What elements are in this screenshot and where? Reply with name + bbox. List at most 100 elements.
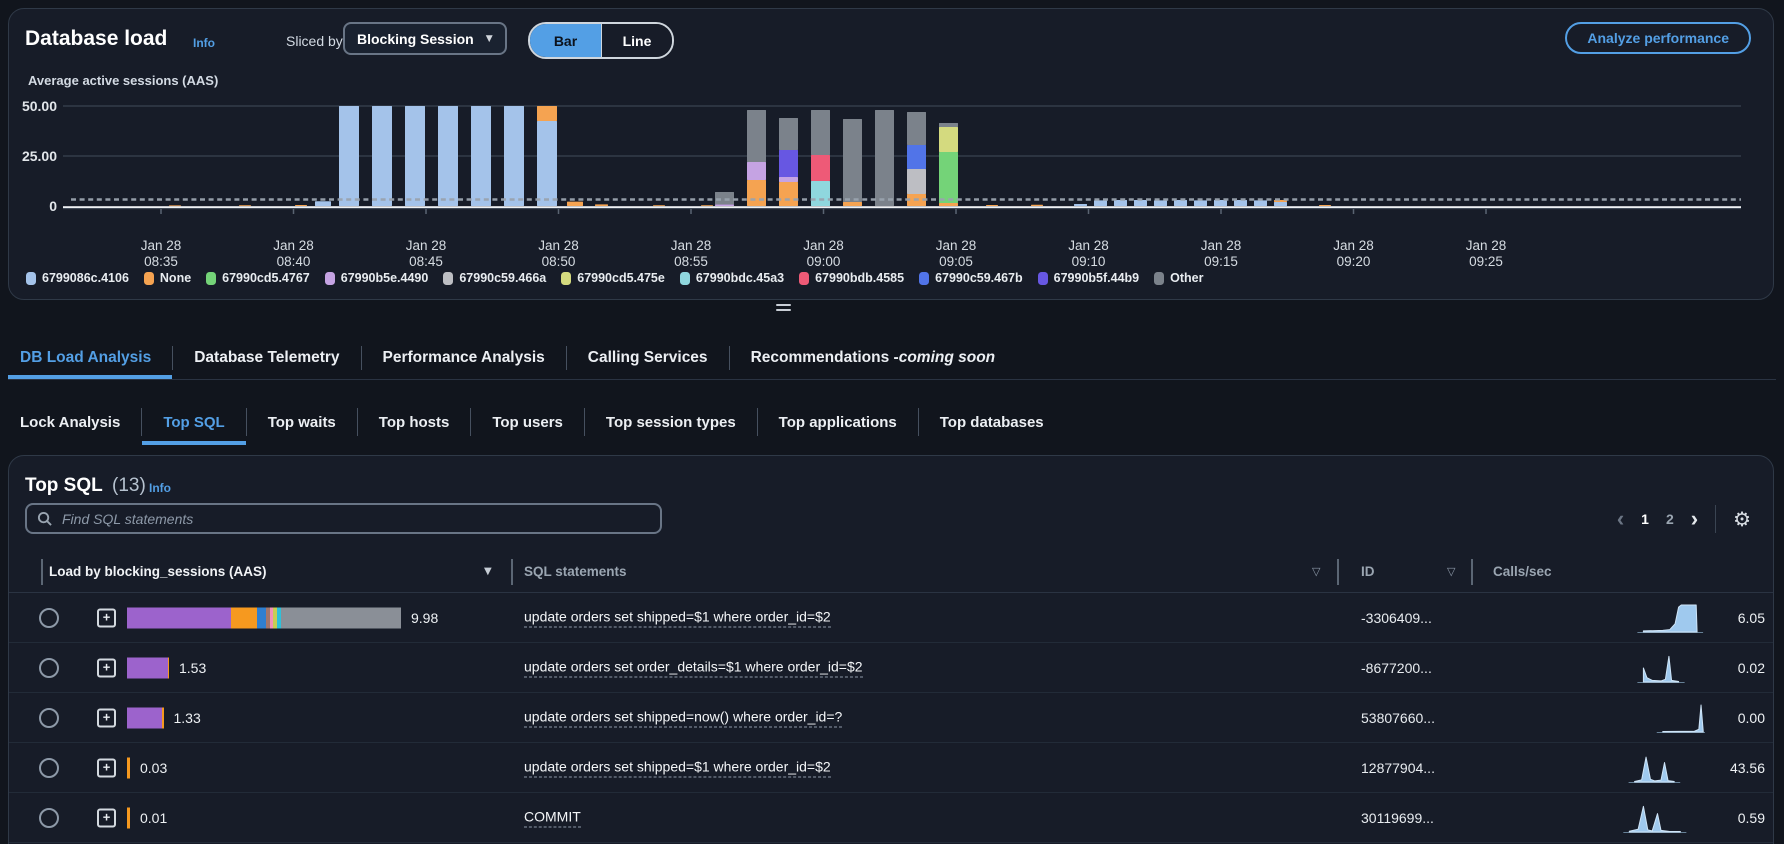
row-radio-button[interactable]: [39, 607, 59, 628]
legend-item: None: [143, 271, 192, 285]
pagination-divider: [1715, 504, 1717, 533]
legend-swatch: [679, 271, 690, 285]
calls-sparkline: [1617, 701, 1705, 735]
tab-calling-services[interactable]: Calling Services: [567, 337, 729, 379]
top-sql-title: Top SQL: [25, 475, 103, 496]
tab-db-load-analysis[interactable]: DB Load Analysis: [8, 337, 172, 379]
subtab-top-sql[interactable]: Top SQL: [142, 399, 245, 445]
legend-label: 67990c59.466a: [459, 271, 547, 285]
subtab-top-users[interactable]: Top users: [471, 399, 584, 445]
sql-search-box: [25, 503, 662, 534]
tab-label: Database Telemetry: [194, 349, 340, 366]
wait-segment: [127, 757, 130, 778]
tab-separator: [565, 346, 567, 370]
line-toggle-button[interactable]: Line: [601, 24, 672, 57]
row-radio-button[interactable]: [39, 707, 59, 728]
legend-swatch: [143, 271, 154, 285]
tab-separator: [360, 346, 362, 370]
svg-text:0: 0: [49, 198, 57, 214]
aas-bar-chart[interactable]: 50.00 25.00 0 Jan 28 08:35 Jan 28 08:40 Jan 28 0…: [9, 89, 1775, 269]
page-2-button[interactable]: 2: [1665, 510, 1674, 527]
pagination: ‹ 1 2 › ⚙: [1617, 503, 1751, 534]
tab-separator: [245, 408, 247, 436]
sql-statement-link[interactable]: COMMIT: [524, 808, 581, 827]
subtab-top-session-types[interactable]: Top session types: [585, 399, 757, 445]
sort-neutral-icon[interactable]: ▽: [1312, 565, 1321, 578]
svg-text:25.00: 25.00: [22, 148, 57, 164]
calls-per-sec-value: 0.59: [1737, 809, 1765, 826]
settings-gear-icon[interactable]: ⚙: [1733, 506, 1751, 531]
search-icon: [37, 511, 52, 526]
row-radio-button[interactable]: [39, 757, 59, 778]
row-expand-button[interactable]: +: [97, 808, 116, 827]
row-radio-button[interactable]: [39, 657, 59, 678]
sql-statement-link[interactable]: update orders set shipped=now() where or…: [524, 708, 843, 727]
calls-per-sec-value: 43.56: [1729, 759, 1765, 776]
sql-statement-link[interactable]: update orders set shipped=$1 where order…: [524, 758, 831, 777]
calls-sparkline: [1617, 751, 1705, 785]
slice-by-dropdown[interactable]: Blocking Session ▼: [343, 22, 507, 55]
sql-id: 53807660...: [1361, 709, 1435, 726]
wait-segment: [281, 607, 401, 628]
row-expand-button[interactable]: +: [97, 608, 116, 627]
page-1-button[interactable]: 1: [1641, 510, 1649, 527]
subtab-top-waits[interactable]: Top waits: [247, 399, 357, 445]
legend-swatch: [324, 271, 335, 285]
tab-database-telemetry[interactable]: Database Telemetry: [173, 337, 360, 379]
legend-swatch: [919, 271, 930, 285]
sql-search-input[interactable]: [60, 509, 650, 528]
tab-label: Top SQL: [163, 413, 225, 431]
column-divider: [511, 559, 513, 585]
legend-swatch: [206, 271, 217, 285]
analyze-performance-button[interactable]: Analyze performance: [1565, 22, 1751, 54]
subtab-lock-analysis[interactable]: Lock Analysis: [8, 399, 141, 445]
tab-label: Performance Analysis: [382, 349, 545, 366]
legend-label: 67990c59.467b: [935, 271, 1023, 285]
tab-label: Calling Services: [587, 349, 708, 366]
chart-legend: 6799086c.4106 None 67990cd5.4767 67990b5e.4…: [26, 271, 1203, 285]
bar-toggle-button[interactable]: Bar: [530, 24, 601, 57]
calls-sparkline: [1617, 651, 1705, 685]
load-value: 1.33: [173, 709, 201, 726]
wait-segment: [162, 707, 164, 728]
legend-label: None: [159, 271, 192, 285]
next-page-button[interactable]: ›: [1690, 505, 1699, 531]
sql-statement-link[interactable]: update orders set order_details=$1 where…: [524, 658, 863, 677]
split-panel-resize-handle[interactable]: [776, 304, 791, 314]
table-row: +1.53 update orders set order_details=$1 …: [9, 643, 1773, 693]
load-by-waits-bar: [127, 707, 164, 728]
sql-id: -3306409...: [1361, 609, 1432, 626]
row-radio-button[interactable]: [39, 807, 59, 828]
column-header-id[interactable]: ID: [1361, 564, 1375, 579]
subtab-top-databases[interactable]: Top databases: [919, 399, 1065, 445]
tab-label: Top users: [492, 413, 563, 431]
legend-item: 67990c59.467b: [919, 271, 1023, 285]
tab-recommendations-[interactable]: Recommendations - coming soon: [730, 337, 1017, 379]
top-sql-count: (13): [112, 475, 146, 496]
wait-segment: [266, 607, 270, 628]
db-load-info-link[interactable]: Info: [193, 36, 215, 50]
sql-statement-link[interactable]: update orders set shipped=$1 where order…: [524, 608, 831, 627]
table-row: +0.03 update orders set shipped=$1 where …: [9, 743, 1773, 793]
row-expand-button[interactable]: +: [97, 708, 116, 727]
subtab-top-hosts[interactable]: Top hosts: [358, 399, 471, 445]
row-expand-button[interactable]: +: [97, 758, 116, 777]
column-header-calls[interactable]: Calls/sec: [1493, 564, 1552, 579]
main-tabs: DB Load Analysis Database Telemetry Perfor…: [8, 337, 1776, 380]
tab-performance-analysis[interactable]: Performance Analysis: [362, 337, 566, 379]
legend-item: 67990bdb.4585: [799, 271, 904, 285]
column-header-load[interactable]: Load by blocking_sessions (AAS): [49, 564, 267, 579]
tab-label: Recommendations -: [750, 349, 899, 366]
legend-label: 67990bdc.45a3: [695, 271, 785, 285]
subtab-top-applications[interactable]: Top applications: [758, 399, 918, 445]
prev-page-button[interactable]: ‹: [1616, 505, 1625, 531]
sort-neutral-icon[interactable]: ▽: [1447, 565, 1456, 578]
column-header-sql[interactable]: SQL statements: [524, 564, 627, 579]
row-expand-button[interactable]: +: [97, 658, 116, 677]
sql-id: 12877904...: [1361, 759, 1435, 776]
sort-desc-icon[interactable]: ▼: [484, 566, 492, 577]
top-sql-info-link[interactable]: Info: [149, 481, 171, 495]
